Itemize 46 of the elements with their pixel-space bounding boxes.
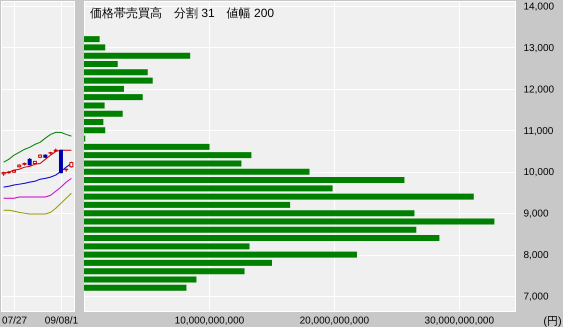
y-tick-label: 13,000 bbox=[524, 42, 555, 54]
bar bbox=[84, 276, 196, 283]
x-tick-label: 09/08/1 bbox=[44, 316, 79, 326]
bar bbox=[84, 260, 272, 266]
y-tick-label: 11,000 bbox=[524, 126, 554, 137]
x-tick-label: 10,000,000,000 bbox=[174, 316, 245, 326]
y-tick-label: 9,000 bbox=[524, 208, 549, 220]
bar bbox=[84, 102, 105, 108]
bar bbox=[84, 52, 190, 59]
bar bbox=[84, 168, 310, 175]
bar bbox=[84, 44, 106, 50]
bar bbox=[84, 127, 106, 134]
y-tick-label: 8,000 bbox=[524, 250, 549, 262]
y-tick-label: 12,000 bbox=[524, 84, 555, 96]
bar bbox=[84, 119, 104, 126]
x-tick-label: 20,000,000,000 bbox=[300, 316, 370, 326]
candlestick bbox=[58, 149, 63, 174]
y-tick-label: 7,000 bbox=[524, 292, 549, 303]
bar bbox=[84, 36, 100, 42]
chart-title: 価格帯売買高 分割 31 値幅 200 bbox=[90, 6, 274, 20]
bar bbox=[84, 284, 186, 291]
bar bbox=[84, 202, 290, 208]
bar bbox=[84, 177, 404, 184]
x-tick-label: 07/27 bbox=[2, 316, 28, 326]
bar bbox=[84, 160, 242, 166]
bar bbox=[84, 152, 252, 158]
x-axis-title: (円) bbox=[543, 316, 562, 327]
bar bbox=[84, 218, 494, 224]
bar bbox=[84, 268, 245, 274]
y-tick-label: 10,000 bbox=[524, 167, 555, 178]
bar bbox=[84, 252, 357, 258]
bar bbox=[84, 235, 440, 242]
y-tick-label: 14,000 bbox=[524, 1, 555, 12]
bar bbox=[84, 144, 210, 150]
bar bbox=[84, 69, 148, 76]
x-tick-label: 30,000,000,000 bbox=[424, 316, 494, 326]
bar bbox=[84, 94, 143, 100]
bar bbox=[84, 243, 250, 250]
bar bbox=[84, 78, 153, 84]
bar bbox=[84, 194, 474, 200]
bar bbox=[84, 60, 118, 67]
bar bbox=[84, 86, 124, 92]
bar bbox=[84, 210, 414, 216]
bar bbox=[84, 110, 123, 117]
bar bbox=[84, 185, 333, 192]
bar bbox=[84, 226, 416, 233]
